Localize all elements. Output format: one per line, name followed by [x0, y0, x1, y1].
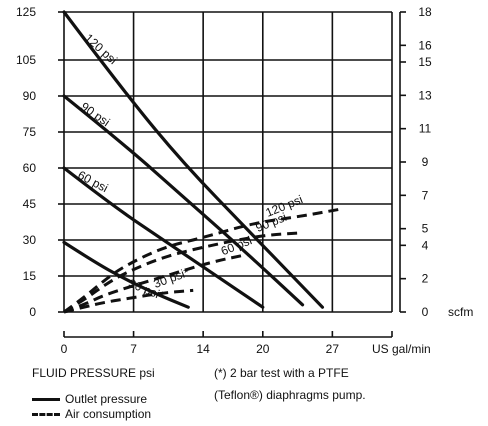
- x-tick-label: 27: [326, 342, 340, 356]
- tick-labels: 01530456075901051250245791113151618scfm0…: [16, 5, 473, 356]
- legend-label-outlet: Outlet pressure: [65, 392, 148, 406]
- y-right-tick-label: 16: [418, 38, 432, 52]
- series-line: [62, 10, 325, 309]
- x-tick-label: 7: [130, 342, 137, 356]
- series-line: [63, 252, 249, 314]
- legend-title: FLUID PRESSURE psi: [32, 366, 155, 380]
- x-tick-label: 0: [61, 342, 68, 356]
- y-right-tick-label: 4: [422, 238, 429, 252]
- y-left-tick-label: 105: [16, 53, 36, 67]
- series-line: [63, 207, 343, 314]
- series-label: 30 psi*: [152, 265, 192, 291]
- y-right-tick-label: 9: [422, 155, 429, 169]
- legend-label-air: Air consumption: [65, 407, 152, 421]
- series-line: [62, 94, 305, 307]
- y-left-tick-label: 45: [23, 197, 37, 211]
- y-left-tick-label: 75: [23, 125, 37, 139]
- y-left-tick-label: 90: [23, 89, 37, 103]
- y-right-tick-label: 5: [422, 222, 429, 236]
- grid: [63, 11, 393, 313]
- y-right-tick-label: 15: [418, 55, 432, 69]
- series: [62, 10, 343, 314]
- y-right-tick-label: 13: [418, 88, 432, 102]
- legend-swatch-outlet: [32, 398, 60, 401]
- y-right-axis-label: scfm: [448, 305, 473, 319]
- footnote-line-1: (*) 2 bar test with a PTFE: [214, 366, 349, 380]
- series-line: [63, 288, 194, 314]
- footnote-line-2: (Teflon®) diaphragms pump.: [214, 388, 366, 402]
- y-left-tick-label: 60: [23, 161, 37, 175]
- y-right-tick-label: 18: [418, 5, 432, 19]
- x-axis-label: US gal/min: [372, 342, 431, 356]
- series-label: 90 psi: [78, 99, 112, 129]
- y-right-tick-label: 7: [422, 188, 429, 202]
- y-left-tick-label: 0: [29, 305, 36, 319]
- series-line: [63, 231, 303, 314]
- y-right-tick-label: 2: [422, 272, 429, 286]
- y-left-tick-label: 30: [23, 233, 37, 247]
- series-line: [62, 240, 190, 309]
- y-left-tick-label: 125: [16, 5, 36, 19]
- series-line: [62, 166, 265, 309]
- axes: [58, 11, 406, 338]
- legend-swatch-air: [32, 413, 60, 416]
- x-tick-label: 14: [196, 342, 210, 356]
- y-left-tick-label: 15: [23, 269, 37, 283]
- x-tick-label: 20: [256, 342, 270, 356]
- y-right-tick-label: 0: [422, 305, 429, 319]
- y-right-tick-label: 11: [419, 122, 432, 136]
